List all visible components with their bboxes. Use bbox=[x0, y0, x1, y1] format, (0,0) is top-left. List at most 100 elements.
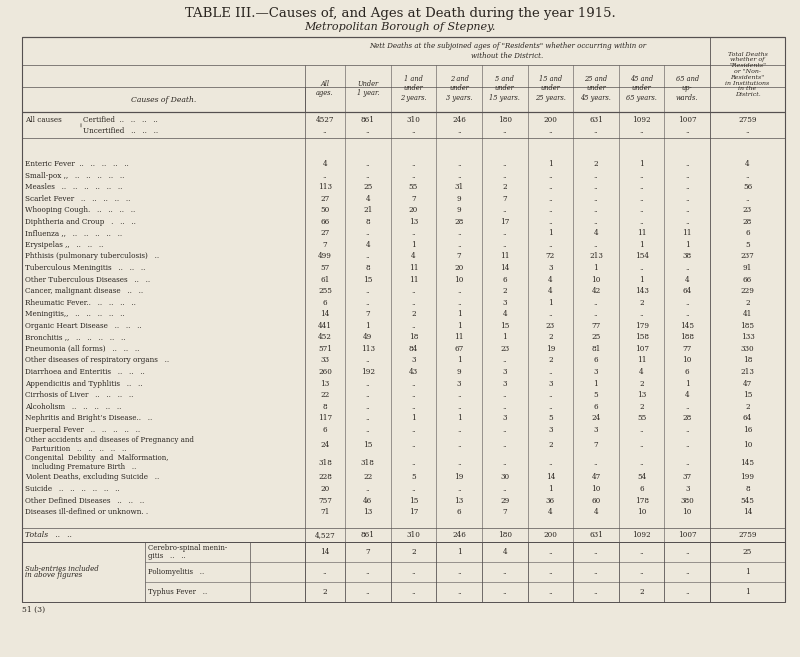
Text: ..: .. bbox=[411, 229, 416, 237]
Text: 1 and
under
2 years.: 1 and under 2 years. bbox=[400, 76, 426, 102]
Text: 15 and
under
25 years.: 15 and under 25 years. bbox=[535, 76, 566, 102]
Text: Cirrhosis of Liver   ..   ..   ..   ..: Cirrhosis of Liver .. .. .. .. bbox=[25, 391, 134, 399]
Text: 260: 260 bbox=[318, 368, 332, 376]
Text: 43: 43 bbox=[409, 368, 418, 376]
Text: ..: .. bbox=[548, 206, 553, 214]
Text: 11: 11 bbox=[637, 229, 646, 237]
Text: ..: .. bbox=[685, 588, 690, 596]
Text: ..: .. bbox=[594, 310, 598, 318]
Text: Nett Deaths at the subjoined ages of "Residents" whether occurring within or
wit: Nett Deaths at the subjoined ages of "Re… bbox=[369, 43, 646, 60]
Text: 10: 10 bbox=[591, 485, 601, 493]
Text: 7: 7 bbox=[366, 310, 370, 318]
Text: ..: .. bbox=[366, 391, 370, 399]
Text: 61: 61 bbox=[320, 275, 330, 284]
Text: ..: .. bbox=[322, 171, 327, 179]
Text: 24: 24 bbox=[320, 441, 330, 449]
Text: 84: 84 bbox=[409, 345, 418, 353]
Text: 1: 1 bbox=[639, 160, 644, 168]
Text: 7: 7 bbox=[411, 194, 416, 202]
Text: ..: .. bbox=[594, 194, 598, 202]
Text: Influenza ,,   ..   ..   ..   ..   ..: Influenza ,, .. .. .. .. .. bbox=[25, 229, 122, 237]
Text: ..: .. bbox=[594, 588, 598, 596]
Text: 36: 36 bbox=[546, 497, 555, 505]
Text: 67: 67 bbox=[454, 345, 464, 353]
Text: ..: .. bbox=[457, 160, 462, 168]
Text: ..: .. bbox=[457, 588, 462, 596]
Text: ..: .. bbox=[502, 127, 507, 135]
Text: ..: .. bbox=[322, 127, 327, 135]
Text: gitis   ..   ..: gitis .. .. bbox=[148, 553, 186, 560]
Text: 3: 3 bbox=[502, 299, 507, 307]
Text: 2: 2 bbox=[639, 299, 644, 307]
Text: 143: 143 bbox=[634, 287, 649, 295]
Text: 14: 14 bbox=[500, 264, 510, 272]
Text: Other diseases of respiratory organs   ..: Other diseases of respiratory organs .. bbox=[25, 356, 169, 365]
Text: 1092: 1092 bbox=[632, 531, 651, 539]
Text: 3: 3 bbox=[502, 380, 507, 388]
Text: ..: .. bbox=[411, 380, 416, 388]
Bar bbox=[22, 37, 785, 112]
Text: 60: 60 bbox=[591, 497, 601, 505]
Text: ..: .. bbox=[502, 229, 507, 237]
Text: ..: .. bbox=[639, 194, 644, 202]
Text: ..: .. bbox=[366, 588, 370, 596]
Text: ..: .. bbox=[746, 127, 750, 135]
Text: 228: 228 bbox=[318, 474, 332, 482]
Text: 5: 5 bbox=[411, 474, 416, 482]
Text: ..: .. bbox=[457, 391, 462, 399]
Text: 66: 66 bbox=[320, 217, 330, 226]
Text: ..: .. bbox=[548, 171, 553, 179]
Text: 55: 55 bbox=[409, 183, 418, 191]
Text: Meningitis,,   ..   ..   ..   ..   ..: Meningitis,, .. .. .. .. .. bbox=[25, 310, 125, 318]
Text: 1: 1 bbox=[457, 356, 462, 365]
Text: ..: .. bbox=[548, 127, 553, 135]
Text: Puerperal Fever   ..   ..   ..   ..   ..: Puerperal Fever .. .. .. .. .. bbox=[25, 426, 140, 434]
Text: 9: 9 bbox=[457, 206, 462, 214]
Text: Alcoholism   ..   ..   ..   ..   ..: Alcoholism .. .. .. .. .. bbox=[25, 403, 122, 411]
Text: 7: 7 bbox=[502, 508, 507, 516]
Text: ..: .. bbox=[502, 426, 507, 434]
Text: ..: .. bbox=[322, 568, 327, 576]
Text: 1: 1 bbox=[745, 568, 750, 576]
Text: ..: .. bbox=[502, 485, 507, 493]
Text: 11: 11 bbox=[409, 264, 418, 272]
Text: 10: 10 bbox=[454, 275, 464, 284]
Text: Cancer, malignant disease   ..   ..: Cancer, malignant disease .. .. bbox=[25, 287, 143, 295]
Text: 1: 1 bbox=[457, 310, 462, 318]
Text: ..: .. bbox=[502, 171, 507, 179]
Text: 37: 37 bbox=[682, 474, 692, 482]
Text: ..: .. bbox=[457, 287, 462, 295]
Text: 25: 25 bbox=[591, 333, 601, 341]
Text: ..: .. bbox=[366, 287, 370, 295]
Text: 4: 4 bbox=[322, 160, 327, 168]
Text: ..: .. bbox=[502, 241, 507, 249]
Text: All
ages.: All ages. bbox=[316, 80, 334, 97]
Text: 1: 1 bbox=[548, 485, 553, 493]
Text: 51 (3): 51 (3) bbox=[22, 606, 45, 614]
Text: ..: .. bbox=[548, 459, 553, 466]
Text: Uncertified   ..   ..   ..: Uncertified .. .. .. bbox=[83, 127, 158, 135]
Text: Typhus Fever   ..: Typhus Fever .. bbox=[148, 588, 207, 596]
Text: 1: 1 bbox=[548, 160, 553, 168]
Text: Erysipelas ,,   ..   ..   ..: Erysipelas ,, .. .. .. bbox=[25, 241, 103, 249]
Text: 1: 1 bbox=[685, 241, 690, 249]
Text: 3: 3 bbox=[548, 380, 553, 388]
Text: ..: .. bbox=[548, 548, 553, 556]
Text: 13: 13 bbox=[363, 508, 373, 516]
Text: 2: 2 bbox=[639, 380, 644, 388]
Text: 452: 452 bbox=[318, 333, 332, 341]
Text: 145: 145 bbox=[741, 459, 754, 466]
Text: 19: 19 bbox=[454, 474, 464, 482]
Text: 310: 310 bbox=[406, 116, 420, 124]
Text: 5: 5 bbox=[548, 414, 553, 422]
Text: 49: 49 bbox=[363, 333, 373, 341]
Text: ..: .. bbox=[366, 380, 370, 388]
Text: ..: .. bbox=[457, 403, 462, 411]
Text: ..: .. bbox=[685, 264, 690, 272]
Text: 246: 246 bbox=[452, 116, 466, 124]
Text: 185: 185 bbox=[741, 322, 754, 330]
Text: 13: 13 bbox=[409, 217, 418, 226]
Text: ..: .. bbox=[411, 391, 416, 399]
Text: Tuberculous Meningitis   ..   ..   ..: Tuberculous Meningitis .. .. .. bbox=[25, 264, 146, 272]
Text: ..: .. bbox=[411, 568, 416, 576]
